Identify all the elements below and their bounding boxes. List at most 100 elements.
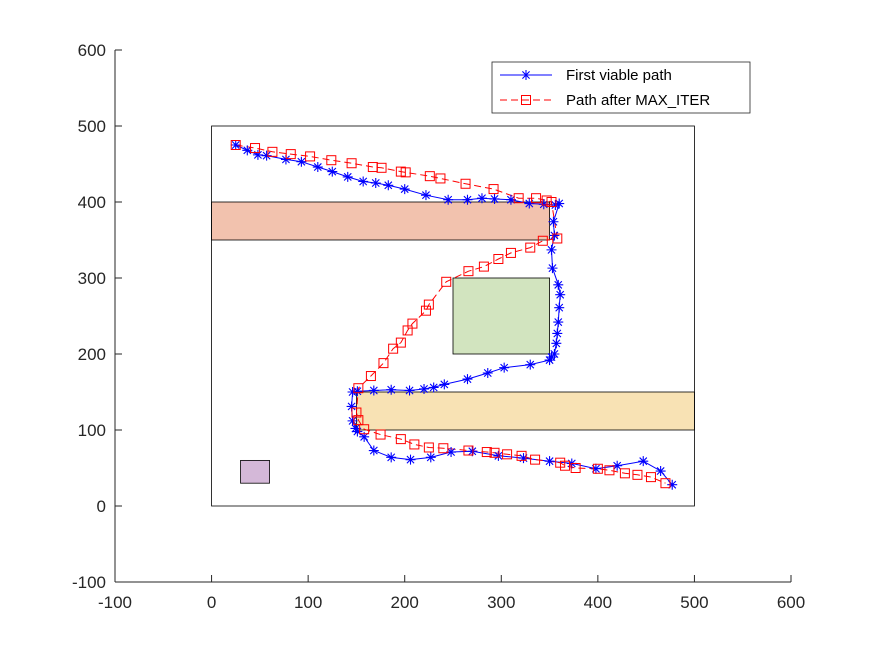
series-1-point [524, 198, 535, 209]
series-2-point [478, 261, 489, 272]
series-1-point [350, 423, 361, 434]
series-1-point [359, 431, 370, 442]
y-tick-label: 600 [78, 41, 106, 60]
series-1-point [554, 198, 565, 209]
series-2-point [395, 337, 406, 348]
series-2-point [537, 235, 548, 246]
series-1-point [386, 384, 397, 395]
series-2-point [438, 443, 449, 454]
series-1-point [493, 450, 504, 461]
series-1-point [368, 385, 379, 396]
series-2-point [395, 434, 406, 445]
series-2-point [423, 442, 434, 453]
series-1-point [296, 156, 307, 167]
series-1-point [342, 171, 353, 182]
y-tick-label: 500 [78, 117, 106, 136]
series-1-point [405, 454, 416, 465]
series-markers [230, 140, 678, 490]
series-2-point [632, 469, 643, 480]
series-1-point [489, 193, 500, 204]
series-1-point [252, 149, 263, 160]
series-2-point [488, 184, 499, 195]
series-1-point [552, 328, 563, 339]
series-1-point [548, 216, 559, 227]
x-tick-label: 100 [294, 593, 322, 612]
series-2-point [619, 468, 630, 479]
series-2-point [441, 276, 452, 287]
series-2-point [463, 445, 474, 456]
legend-marker-2 [521, 95, 531, 105]
series-2-point [420, 305, 431, 316]
series-1-point [546, 352, 557, 363]
series-1-point [404, 385, 415, 396]
series-1-point [550, 200, 561, 211]
series-2-point [502, 449, 513, 460]
legend: First viable path Path after MAX_ITER [491, 61, 751, 114]
series-2-point [435, 173, 446, 184]
series-1-point [368, 445, 379, 456]
series-1-point [242, 145, 253, 156]
series-1-point [261, 150, 272, 161]
y-tick-label: -100 [72, 573, 106, 592]
series-1-point [499, 362, 510, 373]
series-2-point [604, 465, 615, 476]
series-1-point [280, 154, 291, 165]
series-2-point [326, 155, 337, 166]
series-1-point [544, 456, 555, 467]
series-1-point [551, 338, 562, 349]
series-1-point [383, 180, 394, 191]
series-2-point [592, 463, 603, 474]
series-2-point [409, 439, 420, 450]
series-1-point [554, 302, 565, 313]
series-2-point [531, 193, 542, 204]
series-2-point [645, 472, 656, 483]
obstacle-1 [211, 201, 550, 241]
x-tick-label: 600 [777, 593, 805, 612]
y-tick-label: 300 [78, 269, 106, 288]
series-1-point [538, 199, 549, 210]
series-2-point [402, 325, 413, 336]
series-2-point [481, 447, 492, 458]
series-2-point [552, 233, 563, 244]
series-1-point [638, 456, 649, 467]
legend-marker-1 [521, 70, 531, 80]
series-1-point [590, 463, 601, 474]
legend-label-1: First viable path [566, 67, 672, 84]
series-2-point [460, 178, 471, 189]
obstacle-4 [240, 459, 270, 484]
series-1-point [346, 401, 357, 412]
series-2-point [516, 450, 527, 461]
series-1-point [439, 379, 450, 390]
x-tick-label: 400 [584, 593, 612, 612]
series-2-point [525, 242, 536, 253]
series-1-point [352, 386, 363, 397]
x-tick-label: 300 [487, 593, 515, 612]
series-1-point [419, 383, 430, 394]
series-1-point [655, 466, 666, 477]
x-tick-label: 0 [207, 593, 216, 612]
series-1-point [667, 479, 678, 490]
series-2-point [351, 407, 362, 418]
series-line-2 [235, 144, 666, 484]
series-1-point [358, 176, 369, 187]
series-1-point [425, 452, 436, 463]
workspace-boundary-layer [211, 125, 695, 507]
axes: -100 0 100 200 300 400 500 600 -100 0 100 200 300 400… [72, 41, 805, 612]
obstacle-3 [356, 391, 695, 431]
series-2-point [285, 149, 296, 160]
series-1-point [546, 244, 557, 255]
series-1-point [544, 355, 555, 366]
series-1-point [428, 382, 439, 393]
series-1-point [612, 460, 623, 471]
y-tick-label: 200 [78, 345, 106, 364]
series-2-point [493, 254, 504, 264]
series-2-point [230, 140, 241, 150]
series-1-point [347, 387, 358, 397]
series-1-point [347, 415, 358, 426]
legend-label-2: Path after MAX_ITER [566, 92, 710, 109]
y-tick-label: 400 [78, 193, 106, 212]
series-2-point [423, 299, 434, 310]
series-1-point [505, 194, 516, 205]
y-tick-label: 0 [97, 497, 106, 516]
